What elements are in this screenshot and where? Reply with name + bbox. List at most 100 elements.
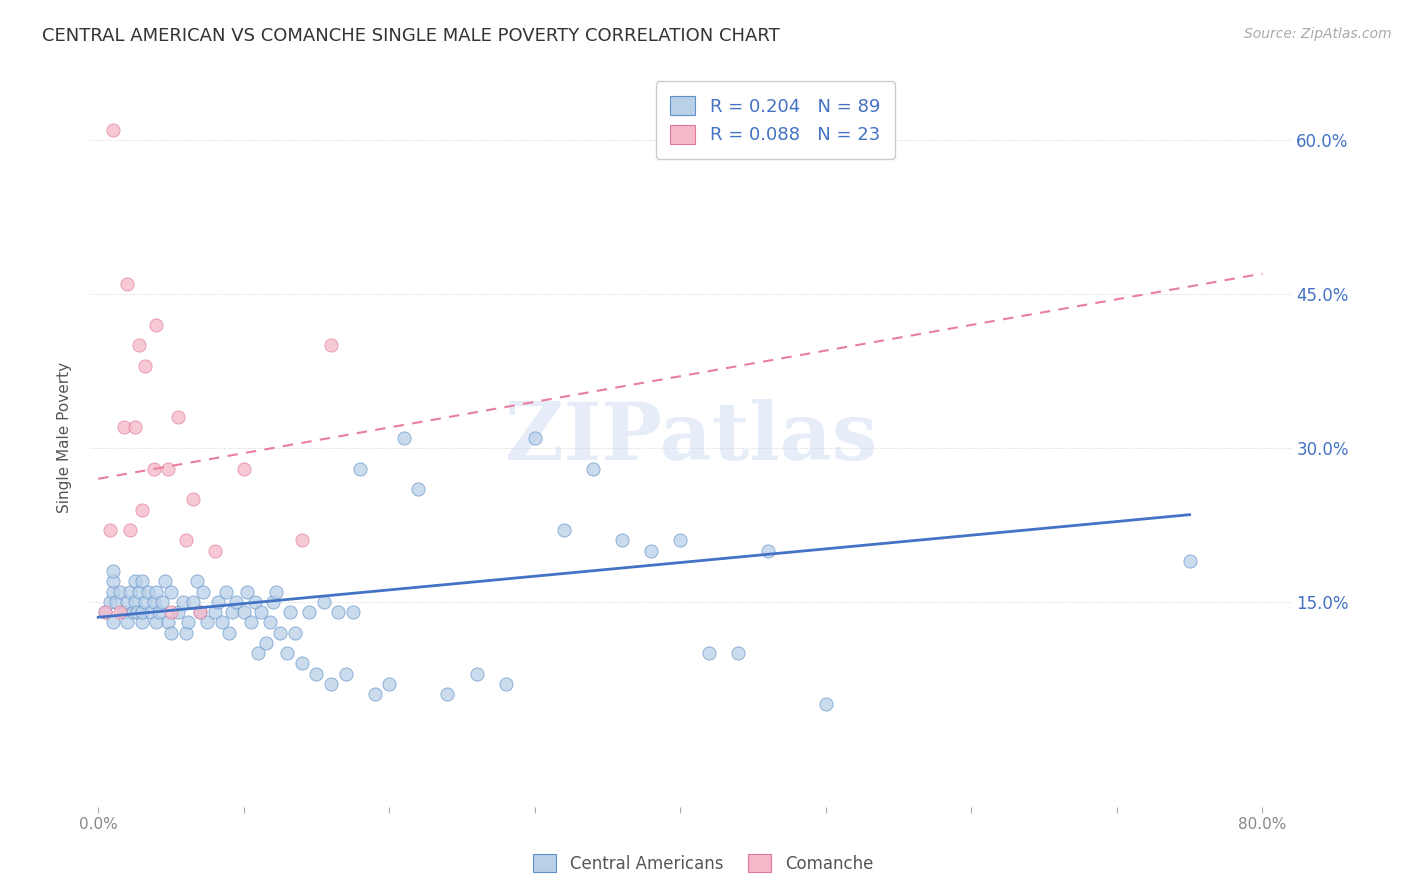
Point bbox=[148, 605, 170, 619]
Point bbox=[157, 615, 180, 630]
Point bbox=[699, 646, 721, 660]
Point bbox=[101, 123, 124, 137]
Point bbox=[117, 277, 139, 291]
Point bbox=[101, 574, 124, 589]
Point bbox=[378, 677, 401, 691]
Point bbox=[191, 584, 214, 599]
Point bbox=[101, 564, 124, 578]
Point bbox=[335, 666, 357, 681]
Point bbox=[1178, 554, 1201, 568]
Point bbox=[172, 595, 194, 609]
Point bbox=[181, 492, 204, 507]
Point bbox=[284, 625, 307, 640]
Text: CENTRAL AMERICAN VS COMANCHE SINGLE MALE POVERTY CORRELATION CHART: CENTRAL AMERICAN VS COMANCHE SINGLE MALE… bbox=[42, 27, 780, 45]
Point bbox=[174, 625, 197, 640]
Point bbox=[218, 625, 240, 640]
Point bbox=[160, 584, 183, 599]
Point bbox=[756, 543, 779, 558]
Point bbox=[160, 625, 183, 640]
Point bbox=[128, 584, 150, 599]
Point bbox=[259, 615, 281, 630]
Point bbox=[436, 687, 458, 701]
Point bbox=[134, 359, 156, 373]
Point bbox=[120, 523, 142, 537]
Point bbox=[117, 595, 139, 609]
Text: ZIPatlas: ZIPatlas bbox=[505, 399, 877, 476]
Point bbox=[204, 605, 226, 619]
Point bbox=[291, 533, 314, 548]
Point bbox=[523, 431, 546, 445]
Point bbox=[254, 636, 277, 650]
Point bbox=[363, 687, 385, 701]
Point bbox=[108, 605, 131, 619]
Point bbox=[186, 574, 208, 589]
Point bbox=[195, 615, 218, 630]
Point bbox=[150, 595, 173, 609]
Point bbox=[128, 338, 150, 352]
Point bbox=[319, 677, 342, 691]
Point bbox=[181, 595, 204, 609]
Point bbox=[112, 420, 135, 434]
Point bbox=[349, 461, 371, 475]
Point bbox=[101, 584, 124, 599]
Point bbox=[124, 595, 146, 609]
Point bbox=[264, 584, 287, 599]
Point bbox=[305, 666, 328, 681]
Y-axis label: Single Male Poverty: Single Male Poverty bbox=[58, 362, 72, 513]
Point bbox=[94, 605, 117, 619]
Point bbox=[328, 605, 350, 619]
Point bbox=[94, 605, 117, 619]
Point bbox=[145, 615, 167, 630]
Point bbox=[145, 584, 167, 599]
Point bbox=[174, 533, 197, 548]
Point bbox=[139, 605, 162, 619]
Text: Source: ZipAtlas.com: Source: ZipAtlas.com bbox=[1244, 27, 1392, 41]
Point bbox=[127, 605, 149, 619]
Point bbox=[112, 605, 135, 619]
Point bbox=[582, 461, 605, 475]
Point bbox=[245, 595, 267, 609]
Point bbox=[131, 615, 153, 630]
Point bbox=[225, 595, 247, 609]
Point bbox=[136, 584, 159, 599]
Point bbox=[167, 605, 190, 619]
Point bbox=[134, 595, 156, 609]
Point bbox=[131, 574, 153, 589]
Point bbox=[98, 523, 121, 537]
Point bbox=[221, 605, 243, 619]
Point bbox=[131, 502, 153, 516]
Point bbox=[160, 605, 183, 619]
Point bbox=[247, 646, 270, 660]
Point bbox=[124, 574, 146, 589]
Point bbox=[814, 698, 837, 712]
Point bbox=[276, 646, 298, 660]
Point bbox=[232, 461, 254, 475]
Point bbox=[215, 584, 238, 599]
Point bbox=[235, 584, 257, 599]
Point bbox=[232, 605, 254, 619]
Point bbox=[177, 615, 200, 630]
Point bbox=[124, 420, 146, 434]
Point bbox=[188, 605, 211, 619]
Legend: R = 0.204   N = 89, R = 0.088   N = 23: R = 0.204 N = 89, R = 0.088 N = 23 bbox=[655, 81, 894, 159]
Point bbox=[101, 615, 124, 630]
Point bbox=[142, 595, 165, 609]
Point bbox=[298, 605, 321, 619]
Point bbox=[142, 461, 165, 475]
Point bbox=[465, 666, 488, 681]
Point bbox=[240, 615, 263, 630]
Point bbox=[640, 543, 662, 558]
Point bbox=[207, 595, 229, 609]
Point bbox=[211, 615, 233, 630]
Point bbox=[145, 318, 167, 332]
Point bbox=[727, 646, 749, 660]
Point bbox=[188, 605, 211, 619]
Point bbox=[269, 625, 291, 640]
Point bbox=[262, 595, 284, 609]
Point bbox=[408, 482, 430, 496]
Point bbox=[250, 605, 273, 619]
Point bbox=[392, 431, 415, 445]
Point bbox=[104, 595, 127, 609]
Point bbox=[319, 338, 342, 352]
Point bbox=[98, 595, 121, 609]
